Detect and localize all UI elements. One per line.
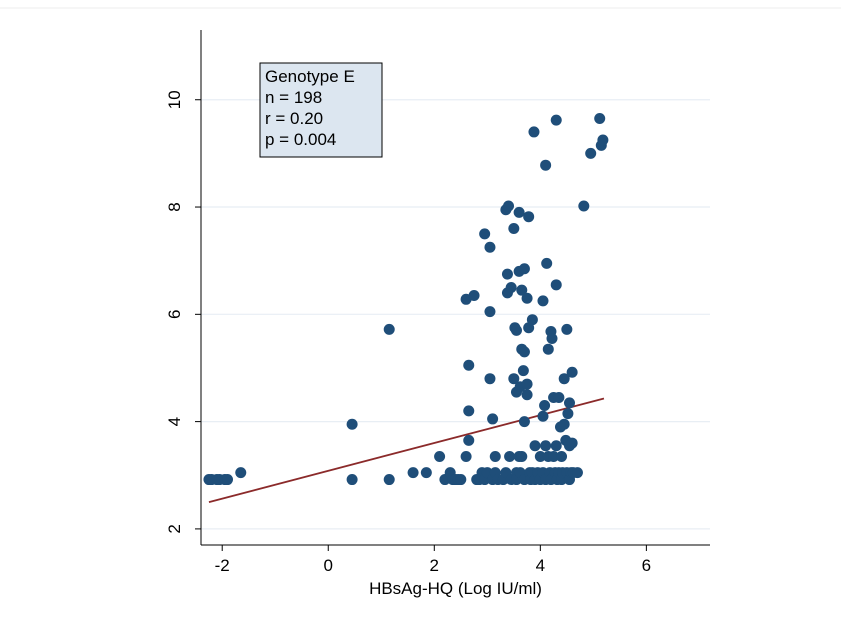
- data-point-30: [479, 228, 491, 240]
- data-point-89: [540, 440, 552, 452]
- data-point-108: [556, 450, 568, 462]
- data-point-24: [463, 434, 475, 446]
- data-point-7: [346, 418, 358, 430]
- data-point-8: [346, 474, 358, 486]
- data-point-9: [383, 323, 395, 335]
- data-point-71: [521, 389, 533, 401]
- data-point-83: [534, 450, 546, 462]
- axes: 2 4 6 8 10 -2 0 2 4 6: [165, 30, 710, 575]
- data-point-69: [521, 292, 533, 304]
- annotation-box: Genotype E n = 198 r = 0.20 p = 0.004: [259, 62, 383, 158]
- data-point-116: [562, 408, 574, 420]
- data-point-124: [571, 467, 583, 479]
- data-point-52: [510, 324, 522, 336]
- data-point-66: [518, 346, 530, 358]
- data-point-127: [594, 113, 606, 125]
- data-point-23: [463, 405, 475, 417]
- data-point-34: [484, 306, 496, 318]
- grid-lines: [201, 99, 710, 530]
- x-tick-label-2: 2: [430, 556, 439, 575]
- data-point-101: [550, 114, 562, 126]
- data-point-88: [540, 159, 552, 171]
- data-point-10: [383, 474, 395, 486]
- annotation-genotype: Genotype E: [265, 67, 355, 86]
- data-point-99: [548, 450, 560, 462]
- data-points: [203, 113, 609, 486]
- data-point-78: [528, 126, 540, 138]
- y-tick-label-8: 8: [165, 202, 184, 211]
- annotation-n: n = 198: [265, 88, 322, 107]
- y-tick-label-6: 6: [165, 310, 184, 319]
- data-point-102: [550, 279, 562, 291]
- data-point-79: [529, 440, 541, 452]
- data-point-73: [523, 211, 535, 223]
- data-point-129: [597, 134, 609, 146]
- data-point-121: [566, 366, 578, 378]
- data-point-91: [541, 257, 553, 269]
- data-point-65: [518, 263, 530, 275]
- data-point-76: [526, 314, 538, 326]
- annotation-background: [259, 62, 383, 158]
- data-point-21: [460, 450, 472, 462]
- data-point-105: [553, 391, 565, 403]
- x-axis-title: HBsAg-HQ (Log IU/ml): [369, 579, 542, 598]
- data-point-84: [537, 410, 549, 422]
- x-tick-label-6: 6: [642, 556, 651, 575]
- data-point-38: [489, 450, 501, 462]
- data-point-103: [550, 440, 562, 452]
- data-point-93: [542, 343, 554, 355]
- data-point-25: [468, 290, 480, 302]
- data-point-67: [518, 416, 530, 428]
- data-point-36: [487, 413, 499, 425]
- data-point-19: [455, 474, 467, 486]
- annotation-r: r = 0.20: [265, 109, 323, 128]
- data-point-61: [516, 284, 528, 296]
- data-point-44: [501, 268, 513, 280]
- data-point-13: [434, 450, 446, 462]
- x-tick-label-0: 0: [324, 556, 333, 575]
- data-point-125: [578, 200, 590, 212]
- data-point-22: [463, 359, 475, 371]
- y-tick-label-10: 10: [165, 90, 184, 109]
- data-point-126: [585, 147, 597, 159]
- x-tick-label--2: -2: [215, 556, 230, 575]
- data-point-48: [505, 282, 517, 293]
- data-point-97: [546, 332, 558, 344]
- data-point-70: [521, 378, 533, 390]
- data-point-87: [539, 400, 551, 412]
- data-point-45: [503, 200, 515, 212]
- y-tick-label-2: 2: [165, 524, 184, 533]
- data-point-11: [407, 467, 419, 479]
- data-point-64: [517, 365, 529, 377]
- data-point-12: [420, 467, 432, 479]
- data-point-49: [508, 222, 520, 234]
- data-point-32: [484, 373, 496, 385]
- x-tick-label-4: 4: [536, 556, 545, 575]
- data-point-63: [516, 450, 528, 462]
- data-point-5: [222, 474, 234, 486]
- annotation-p: p = 0.004: [265, 130, 336, 149]
- data-point-50: [508, 373, 520, 385]
- data-point-117: [563, 397, 575, 409]
- data-point-122: [566, 437, 578, 449]
- data-point-86: [537, 295, 549, 307]
- data-point-114: [561, 323, 573, 335]
- data-point-111: [558, 373, 570, 385]
- data-point-6: [235, 467, 247, 479]
- data-point-46: [504, 450, 516, 462]
- data-point-33: [484, 241, 496, 253]
- data-point-57: [513, 206, 525, 218]
- data-point-112: [558, 418, 570, 430]
- y-tick-label-4: 4: [165, 417, 184, 426]
